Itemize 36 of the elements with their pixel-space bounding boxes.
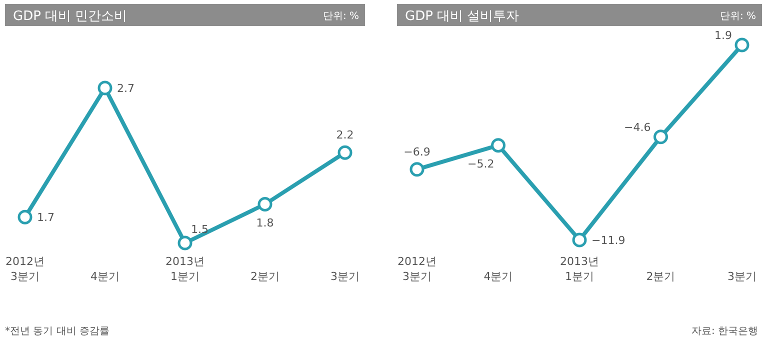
point	[572, 232, 587, 248]
point	[654, 130, 668, 144]
x-tick-label: 2분기	[250, 270, 280, 283]
chart-subtitle: 단위: %	[720, 11, 756, 22]
data-label: 1.7	[37, 211, 54, 224]
point	[18, 210, 32, 224]
data-label: 1.9	[714, 29, 732, 42]
x-tick-label: 2012년 3분기	[398, 255, 436, 283]
data-label: 1.5	[191, 223, 208, 236]
data-label: 1.8	[256, 216, 274, 230]
data-label: −4.6	[624, 120, 651, 134]
point	[258, 197, 272, 212]
chart-title: GDP 대비 설비투자	[405, 9, 520, 24]
x-tick-label: 2013년 1분기	[560, 255, 599, 283]
data-label: −11.9	[592, 234, 626, 247]
data-label: −5.2	[468, 157, 494, 170]
chart-title: GDP 대비 민간소비	[13, 9, 128, 24]
text: 자료: 한국은행	[691, 326, 758, 337]
point	[178, 236, 192, 250]
point	[491, 138, 506, 153]
point	[338, 145, 352, 160]
point	[98, 80, 112, 96]
x-tick-label: 2012년 3분기	[6, 255, 44, 283]
data-label: 2.7	[117, 82, 134, 95]
text: *전년 동기 대비 증감률	[5, 326, 110, 337]
x-tick-label: 3분기	[330, 270, 360, 283]
x-tick-label: 2013년 1분기	[166, 255, 204, 283]
chart-subtitle: 단위: %	[322, 11, 359, 22]
x-tick-label: 3분기	[728, 270, 756, 283]
x-tick-label: 4분기	[90, 270, 120, 283]
x-tick-label: 4분기	[484, 270, 513, 283]
data-label: 2.2	[336, 128, 354, 142]
point	[734, 38, 750, 52]
point	[410, 162, 424, 177]
data-label: −6.9	[404, 145, 430, 158]
x-tick-label: 2분기	[646, 270, 676, 283]
